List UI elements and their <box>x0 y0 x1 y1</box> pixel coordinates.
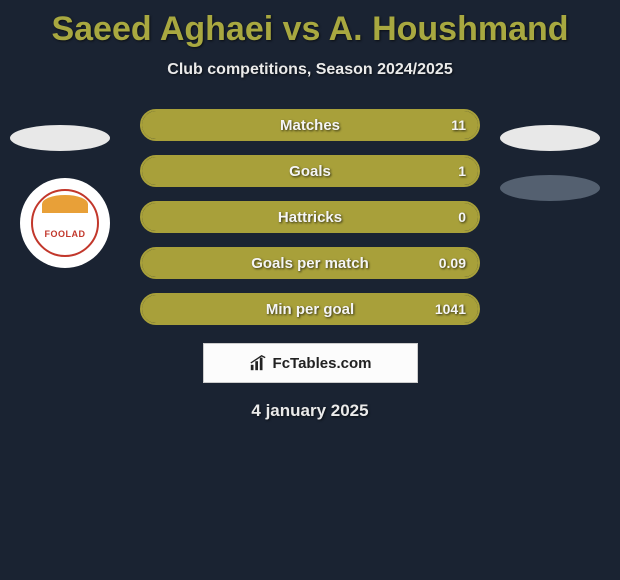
stat-bar-value: 1 <box>458 163 466 179</box>
date-text: 4 january 2025 <box>0 401 620 421</box>
stat-bar: Goals 1 <box>140 155 480 187</box>
chart-icon <box>249 354 267 372</box>
club-badge-arc <box>42 195 88 213</box>
stat-bar-value: 0.09 <box>439 255 466 271</box>
subtitle: Club competitions, Season 2024/2025 <box>0 61 620 79</box>
page-title: Saeed Aghaei vs A. Houshmand <box>0 0 620 49</box>
stat-bar-value: 0 <box>458 209 466 225</box>
stat-bar-label: Goals per match <box>251 255 369 272</box>
right-oval-2 <box>500 175 600 201</box>
stat-bar: Matches 11 <box>140 109 480 141</box>
brand-text: FcTables.com <box>273 355 372 372</box>
club-badge: FOOLAD <box>20 178 110 268</box>
stat-bar-label: Min per goal <box>266 301 354 318</box>
left-oval-1 <box>10 125 110 151</box>
stat-bar: Hattricks 0 <box>140 201 480 233</box>
right-oval-1 <box>500 125 600 151</box>
stat-bar-label: Hattricks <box>278 209 342 226</box>
stat-bar: Min per goal 1041 <box>140 293 480 325</box>
stat-bar: Goals per match 0.09 <box>140 247 480 279</box>
stat-bar-value: 1041 <box>435 301 466 317</box>
brand-box: FcTables.com <box>203 343 418 383</box>
stats-bars: Matches 11 Goals 1 Hattricks 0 Goals per match… <box>140 109 480 325</box>
stat-bar-value: 11 <box>451 117 466 133</box>
stat-bar-label: Matches <box>280 117 340 134</box>
club-badge-inner: FOOLAD <box>31 189 99 257</box>
stat-bar-label: Goals <box>289 163 331 180</box>
club-badge-label: FOOLAD <box>33 229 97 239</box>
